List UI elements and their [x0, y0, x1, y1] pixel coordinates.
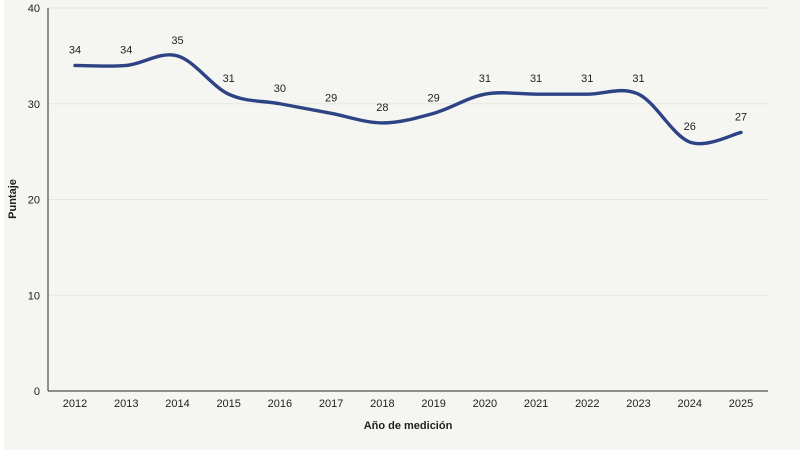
- y-axis-tick-labels: 0 10 20 30 40: [28, 3, 40, 398]
- x-tick-label: 2015: [216, 398, 240, 410]
- page-left-edge: [0, 0, 4, 450]
- x-tick-label: 2024: [678, 398, 702, 410]
- data-point-label: 28: [376, 102, 388, 114]
- y-tick-label: 30: [28, 99, 40, 111]
- data-point-labels: 34 34 35 31 30 29 28 29 31 31 31 31 26 27: [69, 35, 747, 133]
- gridlines: [48, 7, 768, 392]
- series-line: [73, 53, 743, 146]
- axes: [47, 8, 768, 392]
- data-point-label: 31: [632, 73, 644, 85]
- data-point-label: 31: [479, 73, 491, 85]
- x-tick-label: 2025: [729, 398, 753, 410]
- data-point-label: 26: [684, 121, 696, 133]
- data-point-label: 27: [735, 111, 747, 123]
- x-tick-label: 2020: [473, 398, 497, 410]
- data-point-label: 31: [530, 73, 542, 85]
- x-axis-title: Año de medición: [364, 420, 453, 432]
- data-point-label: 35: [171, 35, 183, 47]
- y-tick-label: 10: [28, 290, 40, 302]
- x-tick-label: 2023: [626, 398, 650, 410]
- x-tick-label: 2021: [524, 398, 548, 410]
- x-tick-label: 2013: [114, 398, 138, 410]
- x-tick-label: 2014: [165, 398, 189, 410]
- data-point-label: 31: [581, 73, 593, 85]
- data-point-label: 30: [274, 83, 286, 95]
- x-tick-label: 2017: [319, 398, 343, 410]
- y-axis-title: Puntaje: [7, 179, 19, 219]
- y-tick-label: 40: [28, 3, 40, 15]
- data-point-label: 29: [325, 92, 337, 104]
- x-tick-label: 2012: [63, 398, 87, 410]
- y-tick-label: 20: [28, 195, 40, 207]
- data-point-label: 34: [120, 44, 132, 56]
- x-tick-label: 2018: [370, 398, 394, 410]
- x-tick-label: 2022: [575, 398, 599, 410]
- data-point-label: 31: [223, 73, 235, 85]
- y-tick-label: 0: [34, 386, 40, 398]
- x-tick-label: 2016: [268, 398, 292, 410]
- x-axis-tick-labels: 2012 2013 2014 2015 2016 2017 2018 2019 2020 2021…: [63, 398, 753, 410]
- x-tick-label: 2019: [421, 398, 445, 410]
- data-point-label: 34: [69, 44, 81, 56]
- data-point-label: 29: [427, 92, 439, 104]
